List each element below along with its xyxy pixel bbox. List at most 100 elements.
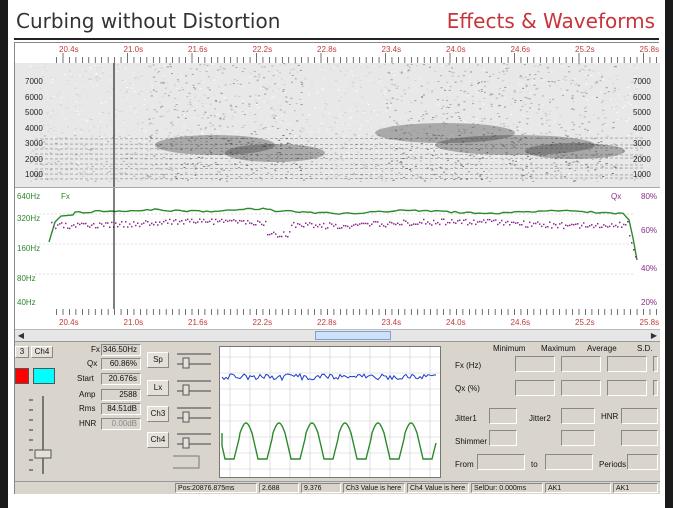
title-divider	[14, 38, 659, 40]
fx-maximum-field	[561, 356, 601, 372]
jitter1-label: Jitter1	[455, 414, 477, 423]
time-ruler-top: 20.4s 21.0s 21.6s 22.2s 22.8s 23.4s 24.0s 24.6s…	[15, 43, 660, 63]
time-tick-label: 22.2s	[252, 318, 273, 327]
scroll-thumb[interactable]	[315, 331, 391, 340]
periods-field	[627, 454, 658, 470]
from-label: From	[455, 460, 474, 469]
jitter1-field	[489, 408, 517, 424]
start-readout-value: 20.676s	[101, 373, 141, 385]
sp-button[interactable]: Sp	[147, 352, 169, 368]
pitch-display[interactable]: Fx Qx 640Hz 320Hz 160Hz 80Hz 40Hz 80% 60% 40% 20…	[15, 187, 660, 310]
time-tick-label: 21.6s	[188, 318, 208, 327]
ch4-button[interactable]: Ch4	[147, 432, 169, 448]
time-tick-label: 22.2s	[252, 45, 273, 54]
shimmer-label: Shimmer	[455, 437, 488, 446]
page-title: Curbing without Distortion	[16, 9, 281, 33]
to-label: to	[531, 460, 538, 469]
time-tick-label: 21.0s	[123, 318, 144, 327]
status-value-a: 2.688	[259, 483, 299, 493]
hnr-readout-label: HNR	[79, 419, 97, 428]
time-tick-label: 25.2s	[575, 318, 595, 327]
lx-button[interactable]: Lx	[147, 380, 169, 396]
time-tick-label: 24.0s	[446, 318, 466, 327]
frequency-label: Hz	[633, 186, 643, 188]
channel-3-color-swatch[interactable]	[15, 368, 29, 384]
spectrogram[interactable]: 7000 6000 5000 4000 3000 2000 1000 Hz 7000 6000 5…	[15, 63, 660, 187]
amp-readout-label: Amp	[79, 390, 96, 399]
time-tick-label: 22.8s	[317, 45, 337, 54]
scroll-right-icon[interactable]: ▶	[650, 331, 658, 340]
status-field-2: AK1	[613, 483, 658, 493]
hnr-stat-field	[621, 408, 658, 424]
rms-readout-label: Rms	[79, 404, 96, 413]
to-field[interactable]	[545, 454, 593, 470]
status-ch4: Ch4 Value is here	[407, 483, 469, 493]
jitter2-label: Jitter2	[529, 414, 551, 423]
stats-header-sd: S.D.	[637, 344, 653, 353]
channel-gain-sliders[interactable]	[173, 348, 215, 478]
frequency-label: 6000	[633, 92, 651, 102]
time-tick-label: 24.0s	[446, 45, 466, 54]
qx-percent-label: 60%	[641, 226, 658, 235]
qx-readout-value: 60.86%	[101, 358, 141, 370]
frequency-label: 3000	[633, 139, 651, 148]
speech-analysis-window: 20.4s 21.0s 21.6s 22.2s 22.8s 23.4s 24.0s 24.6s…	[14, 42, 660, 494]
shimmer3-field	[621, 430, 658, 446]
channel-3-tab[interactable]: 3	[15, 346, 29, 358]
frequency-label: 1000	[25, 170, 43, 179]
pitch-frequency-label: 160Hz	[17, 244, 41, 253]
start-readout-label: Start	[77, 374, 94, 383]
channel-4-color-swatch[interactable]	[33, 368, 55, 384]
time-tick-label: 25.8s	[639, 318, 660, 327]
time-tick-label: 25.2s	[575, 45, 595, 54]
time-tick-label: 25.8s	[639, 45, 660, 54]
from-field[interactable]	[477, 454, 525, 470]
qx-maximum-field	[561, 380, 601, 396]
fx-minimum-field	[515, 356, 555, 372]
frequency-label: 4000	[633, 123, 651, 133]
fx-average-field	[607, 356, 647, 372]
periods-label: Periods	[599, 460, 627, 469]
hnr-readout-value: 0.00dB	[101, 418, 141, 430]
ch3-button[interactable]: Ch3	[147, 406, 169, 422]
horizontal-scrollbar[interactable]: ◀ ▶	[15, 329, 660, 341]
qx-readout-label: Qx	[87, 359, 98, 368]
frequency-label: 5000	[633, 108, 651, 117]
pitch-frequency-label: 320Hz	[17, 214, 41, 223]
qx-percent-label: 20%	[641, 298, 658, 307]
frequency-label: 7000	[633, 77, 651, 86]
control-panel: 3 Ch4 Fx 346.50Hz Qx 60.86% Start 20.676…	[15, 341, 660, 481]
time-tick-label: 20.4s	[59, 45, 79, 54]
time-ruler-bottom: 20.4s 21.0s 21.6s 22.2s 22.8s 23.4s 24.0s 24.6s…	[15, 309, 660, 329]
qx-sd-field	[653, 380, 658, 396]
stats-header-minimum: Minimum	[493, 344, 526, 353]
status-ch3: Ch3 Value is here	[343, 483, 405, 493]
rms-readout-value: 84.51dB	[101, 403, 141, 415]
shimmer-field	[489, 430, 517, 446]
time-tick-label: 23.4s	[381, 318, 402, 327]
pitch-frequency-label: 80Hz	[17, 274, 36, 283]
channel-4-tab[interactable]: Ch4	[31, 346, 53, 358]
vertical-gain-slider[interactable]	[19, 394, 59, 478]
frequency-label: 3000	[25, 139, 43, 148]
figure-frame: Curbing without Distortion Effects & Wav…	[8, 0, 665, 508]
frequency-label: 1000	[633, 170, 651, 179]
status-field-1: AK1	[545, 483, 611, 493]
scroll-left-icon[interactable]: ◀	[17, 331, 25, 340]
shimmer2-field	[561, 430, 595, 446]
status-seldur: SelDur: 0.000ms	[471, 483, 543, 493]
frequency-label: 6000	[25, 92, 43, 102]
amp-readout-value: 2588	[101, 389, 141, 401]
time-tick-label: 24.6s	[510, 318, 531, 327]
frequency-label: 7000	[25, 77, 43, 86]
fx-trace-label: Fx	[61, 192, 70, 201]
qx-percent-label: 40%	[641, 264, 658, 273]
status-value-b: 9.376	[301, 483, 341, 493]
time-tick-label: 24.6s	[510, 45, 531, 54]
fx-sd-field	[653, 356, 658, 372]
frequency-label: 4000	[25, 123, 43, 133]
stats-row-fx-label: Fx (Hz)	[455, 361, 482, 370]
frequency-label: Hz	[25, 186, 35, 188]
frequency-label: 5000	[25, 108, 43, 117]
qx-minimum-field	[515, 380, 555, 396]
